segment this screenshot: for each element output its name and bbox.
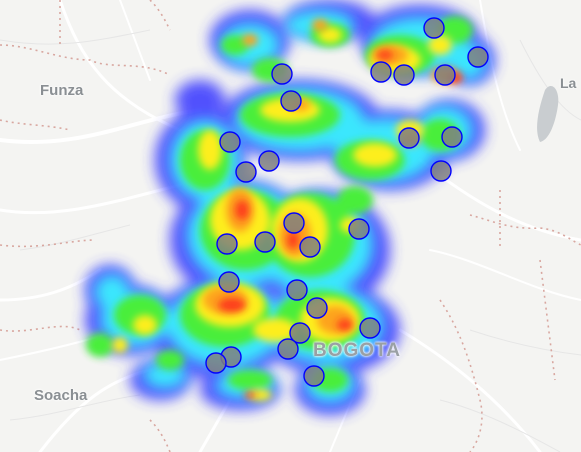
heat-green-zone (156, 350, 184, 370)
location-marker[interactable] (441, 126, 463, 148)
location-marker[interactable] (299, 236, 321, 258)
heat-yellow-zone (353, 143, 397, 167)
heat-cyan-zone (94, 274, 130, 310)
location-marker[interactable] (205, 352, 227, 374)
heat-orange-zone (242, 34, 258, 46)
heat-hotspot (218, 298, 246, 312)
location-marker[interactable] (219, 131, 241, 153)
reservoir (537, 85, 559, 142)
place-label-la: La (560, 75, 577, 91)
heat-yellow-zone (428, 35, 452, 55)
location-marker[interactable] (434, 64, 456, 86)
heat-green-zone (337, 186, 373, 214)
place-label-bogota: BOGOTA (313, 340, 401, 361)
location-marker[interactable] (286, 279, 308, 301)
heat-hotspot (235, 200, 249, 220)
heat-hotspot (244, 392, 256, 398)
location-marker[interactable] (277, 338, 299, 360)
heat-hotspot (337, 319, 353, 331)
location-marker[interactable] (370, 61, 392, 83)
heat-green-zone (86, 333, 114, 357)
heat-hotspot (377, 50, 393, 60)
location-marker[interactable] (306, 297, 328, 319)
location-marker[interactable] (283, 212, 305, 234)
location-marker[interactable] (271, 63, 293, 85)
location-marker[interactable] (430, 160, 452, 182)
location-marker[interactable] (348, 218, 370, 240)
heat-green-zone (228, 370, 272, 390)
heat-halo (175, 80, 225, 120)
location-marker[interactable] (258, 150, 280, 172)
heat-yellow-zone (198, 130, 222, 170)
heat-yellow-zone (248, 389, 272, 401)
location-marker[interactable] (280, 90, 302, 112)
heat-yellow-zone (133, 315, 157, 335)
heat-yellow-zone (253, 318, 297, 342)
heat-yellow-zone (318, 27, 342, 43)
place-label-soacha: Soacha (34, 387, 88, 404)
location-marker[interactable] (303, 365, 325, 387)
heat-hotspot (287, 231, 299, 249)
marker-layer (205, 17, 489, 387)
heat-yellow-zone (112, 337, 128, 353)
location-marker[interactable] (289, 322, 311, 344)
location-marker[interactable] (235, 161, 257, 183)
location-marker[interactable] (216, 233, 238, 255)
location-marker[interactable] (393, 64, 415, 86)
location-marker[interactable] (359, 317, 381, 339)
location-marker[interactable] (423, 17, 445, 39)
heat-orange-zone (312, 19, 328, 31)
place-label-funza: Funza (40, 82, 84, 99)
location-marker[interactable] (254, 231, 276, 253)
location-marker[interactable] (398, 127, 420, 149)
location-marker[interactable] (218, 271, 240, 293)
location-marker[interactable] (467, 46, 489, 68)
